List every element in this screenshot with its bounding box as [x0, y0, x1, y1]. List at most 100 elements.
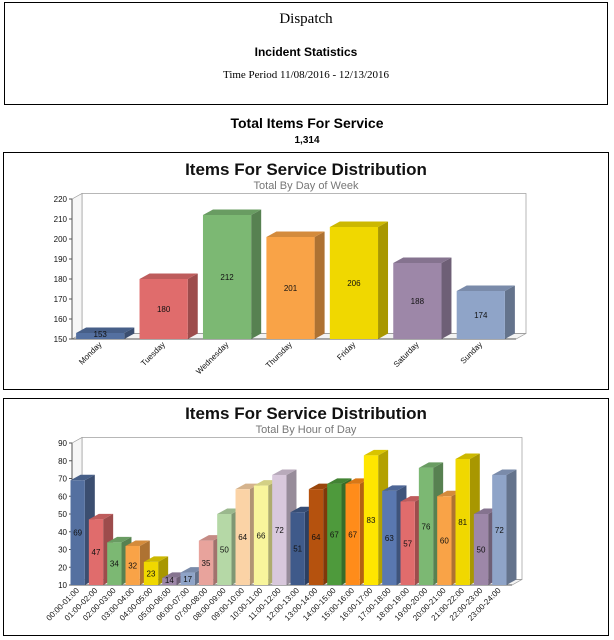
bar-top [456, 285, 515, 291]
data-label: 64 [238, 533, 247, 542]
bar-side [314, 231, 325, 339]
bar-side [187, 273, 198, 339]
bar-front [272, 474, 287, 585]
bar-front [139, 279, 188, 339]
bar-front [107, 542, 122, 585]
bar-front [437, 496, 452, 585]
bar-front [329, 227, 379, 339]
bar-top [198, 535, 224, 541]
bar-front [400, 501, 415, 585]
bar-front [88, 519, 104, 585]
bar-front [455, 458, 470, 585]
chart-title: Items For Service Distribution [185, 404, 427, 423]
bar-side [504, 285, 515, 339]
bar-top [492, 469, 517, 475]
report-period: Time Period 11/08/2016 - 12/13/2016 [222, 69, 390, 81]
data-label: 63 [385, 534, 394, 543]
bar-front [180, 572, 195, 585]
chart-day-of-week: Items For Service Distribution Total By D… [3, 152, 609, 390]
bar-top [308, 483, 334, 490]
data-label: 50 [477, 546, 486, 555]
data-label: 51 [293, 545, 302, 554]
report-title: Dispatch [279, 11, 333, 27]
bar-front [266, 237, 315, 339]
bar-top [70, 474, 95, 481]
y-tick-label: 10 [58, 581, 67, 590]
data-label: 23 [147, 569, 156, 578]
bar [139, 273, 198, 339]
y-tick-label: 70 [58, 475, 67, 484]
y-tick-label: 30 [58, 546, 67, 555]
data-label: 174 [474, 311, 488, 320]
bar [329, 221, 389, 339]
y-tick-label: 90 [58, 439, 67, 448]
data-label: 47 [92, 548, 101, 557]
bar-top [327, 478, 352, 484]
bar [456, 285, 515, 339]
bar-front [290, 512, 305, 585]
y-tick-label: 210 [54, 215, 68, 224]
bar [76, 327, 135, 339]
report-subtitle: Incident Statistics [254, 45, 358, 59]
data-label: 201 [284, 284, 298, 293]
bar-front [327, 483, 342, 585]
chart-side-wall [71, 192, 83, 340]
bar-top [393, 257, 452, 263]
bar-front [456, 291, 505, 339]
bar-front [382, 490, 397, 585]
y-tick-label: 60 [58, 492, 67, 501]
data-label: 64 [312, 533, 321, 542]
data-label: 72 [495, 526, 504, 535]
bar-top [400, 496, 425, 502]
data-label: 66 [257, 531, 266, 540]
data-label: 188 [411, 297, 425, 306]
y-tick-label: 160 [54, 315, 68, 324]
bar-top [329, 221, 389, 227]
bar-top [437, 490, 462, 497]
report-header: Dispatch Incident Statistics Time Period… [4, 2, 608, 105]
bar-top [107, 536, 132, 543]
bar-front [202, 215, 252, 339]
y-tick-label: 200 [54, 235, 68, 244]
total-title: Total Items For Service [230, 115, 384, 131]
data-label: 206 [347, 279, 361, 288]
bar-top [345, 478, 370, 484]
data-label: 72 [275, 526, 284, 535]
bar-front [492, 474, 507, 585]
bar-top [290, 506, 315, 513]
chart-hour-of-day: Items For Service Distribution Total By H… [3, 398, 609, 636]
y-tick-label: 50 [58, 510, 67, 519]
bar-top [217, 508, 242, 514]
data-label: 60 [440, 537, 449, 546]
bar-front [217, 514, 232, 585]
bar [492, 469, 517, 585]
x-tick-label: Wednesday [194, 340, 230, 376]
bar-top [162, 572, 187, 578]
chart-subtitle: Total By Day of Week [254, 180, 359, 192]
x-tick-label: Tuesday [139, 340, 167, 368]
data-label: 180 [157, 305, 171, 314]
bar-top [253, 480, 279, 486]
bar-top [455, 453, 480, 459]
data-label: 212 [220, 273, 234, 282]
bar-top [180, 567, 205, 573]
y-tick-label: 150 [54, 335, 68, 344]
data-label: 83 [367, 516, 376, 525]
bar-front [76, 333, 125, 339]
y-tick-label: 40 [58, 528, 67, 537]
bar [266, 231, 325, 339]
data-label: 67 [348, 530, 357, 539]
bar [393, 257, 452, 339]
bar-front [162, 577, 177, 585]
bar-side [506, 469, 517, 585]
x-tick-label: Friday [335, 340, 357, 362]
bar-top [418, 462, 444, 468]
bar-front [363, 455, 379, 585]
bar-top [76, 327, 135, 333]
x-tick-label: Saturday [392, 340, 421, 369]
data-label: 14 [165, 576, 174, 585]
y-tick-label: 170 [54, 295, 68, 304]
bar [202, 209, 262, 339]
